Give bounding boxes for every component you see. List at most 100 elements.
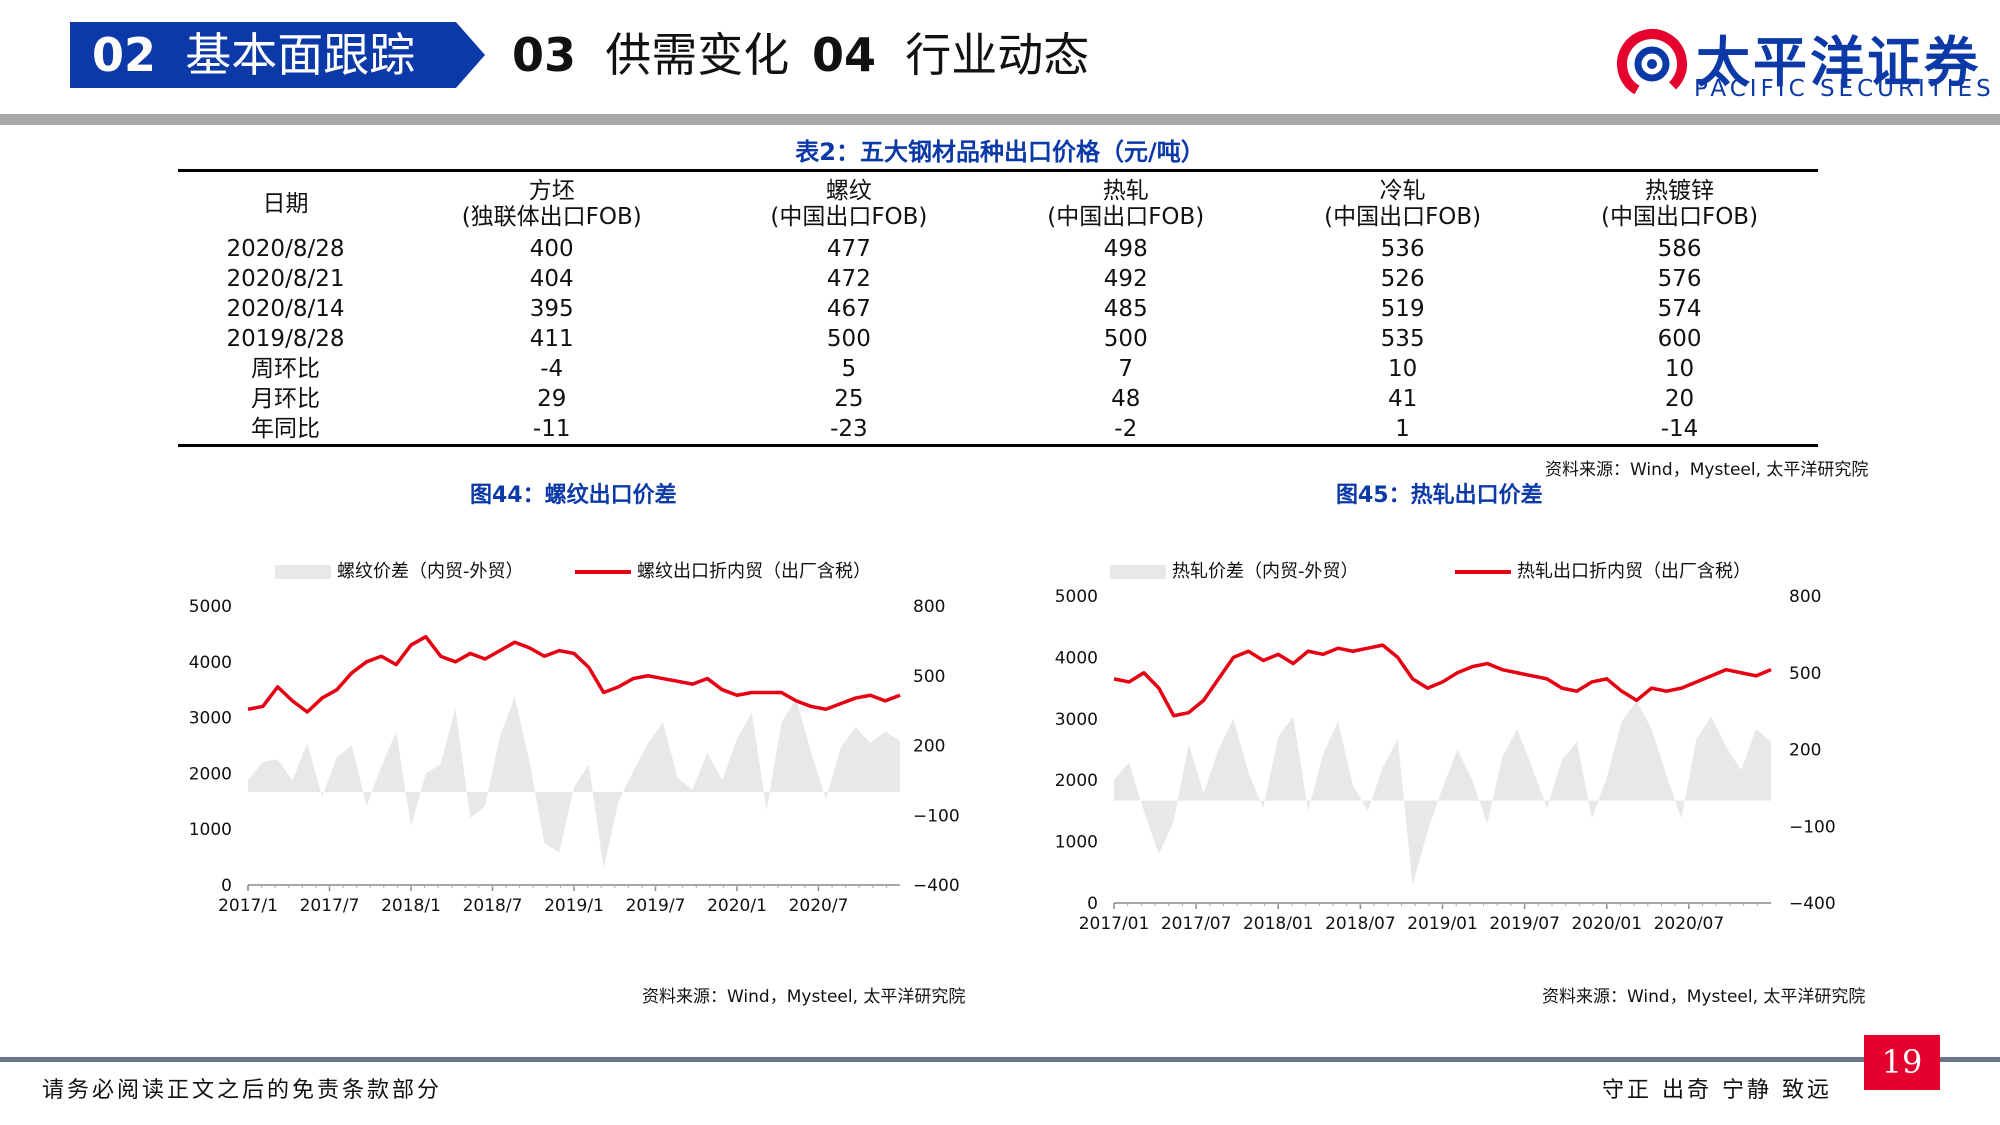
column-header: 日期: [262, 191, 309, 217]
table-cell: 526: [1380, 266, 1425, 292]
table-cell: 472: [826, 266, 871, 292]
x-axis-tick-label: 2018/01: [1243, 914, 1314, 930]
x-axis-tick-label: 2019/7: [626, 896, 686, 916]
chart-hot-rolled-title: 图45：热轧出口价差: [1336, 483, 1543, 508]
right-axis-tick-label: −100: [913, 806, 960, 826]
left-axis-tick-label: 0: [1087, 894, 1098, 914]
series-area-spread: [1114, 700, 1771, 886]
table-row: 2020/8/14 395 467 485 519 574: [178, 294, 1818, 324]
right-axis-tick-label: −400: [913, 876, 960, 896]
series-line-price: [1113, 643, 1772, 718]
x-axis-tick-label: 2017/7: [300, 896, 360, 916]
legend-label-spread: 热轧价差（内贸-外贸）: [1172, 561, 1359, 582]
nav-tab-active-background[interactable]: [70, 22, 485, 88]
table-cell: 10: [1664, 356, 1695, 382]
table-cell: 1: [1395, 416, 1410, 442]
legend-label-price: 螺纹出口折内贸（出厂含税）: [637, 561, 871, 582]
table-cell: 536: [1380, 236, 1425, 262]
table-row: 年同比 -11 -23 -2 1 -14: [178, 414, 1818, 446]
left-axis-tick-label: 1000: [1055, 833, 1098, 853]
table-cell: 492: [1103, 266, 1148, 292]
nav-tab-fundamentals[interactable]: 02 基本面跟踪: [92, 22, 415, 88]
table-cell: 400: [529, 236, 574, 262]
series-line-price: [247, 634, 901, 714]
nav-tab-supply-demand[interactable]: 03 供需变化: [512, 22, 789, 88]
x-axis-tick-label: 2019/01: [1407, 914, 1478, 930]
nav-tab-label: 行业动态: [905, 28, 1090, 82]
right-axis-tick-label: 200: [1789, 741, 1821, 761]
left-axis-tick-label: 2000: [189, 764, 232, 784]
right-axis-tick-label: −100: [1789, 817, 1836, 837]
x-axis-tick-label: 2018/1: [381, 896, 441, 916]
x-axis-tick-label: 2018/07: [1325, 914, 1396, 930]
table-cell: 586: [1657, 236, 1702, 262]
table-row: 2019/8/28 411 500 500 535 600: [178, 324, 1818, 354]
x-axis-tick-label: 2020/07: [1654, 914, 1725, 930]
x-axis-tick-label: 2020/1: [707, 896, 767, 916]
table-source-note: 资料来源：Wind，Mysteel, 太平洋研究院: [1545, 460, 1869, 480]
x-axis-tick-label: 2019/07: [1489, 914, 1560, 930]
x-axis-tick-label: 2017/07: [1161, 914, 1232, 930]
left-axis-tick-label: 3000: [189, 709, 232, 729]
left-axis-tick-label: 5000: [189, 597, 232, 617]
brand-name-cn: 太平洋证券: [1696, 31, 1981, 94]
table-cell: 519: [1380, 296, 1425, 322]
legend-label-price: 热轧出口折内贸（出厂含税）: [1517, 561, 1751, 582]
footer-divider: [0, 1057, 2000, 1062]
chart-rebar-source-note: 资料来源：Wind，Mysteel, 太平洋研究院: [642, 987, 966, 1007]
table-cell: -4: [540, 356, 564, 382]
table-cell: 2020/8/28: [226, 236, 345, 262]
table-cell: -23: [830, 416, 868, 442]
table-cell: 467: [826, 296, 871, 322]
column-header: 冷轧 (中国出口FOB): [1324, 178, 1482, 230]
table-cell: 月环比: [251, 386, 320, 412]
table-cell: 600: [1657, 326, 1702, 352]
series-area-spread: [248, 696, 900, 869]
legend-label-spread: 螺纹价差（内贸-外贸）: [337, 561, 524, 582]
nav-tab-label: 供需变化: [605, 28, 790, 82]
table-row: 2020/8/21 404 472 492 526 576: [178, 264, 1818, 294]
column-header: 螺纹 (中国出口FOB): [770, 178, 928, 230]
export-price-table: 日期 方坯 (独联体出口FOB) 螺纹 (中国出口FOB) 热轧 (中国出口FOB) …: [178, 169, 1818, 447]
brand-name-en: PACIFIC SECURITIES: [1694, 76, 1995, 102]
right-axis-tick-label: 500: [1789, 664, 1821, 684]
x-axis-tick-label: 2017/1: [218, 896, 278, 916]
column-header: 方坯 (独联体出口FOB): [461, 178, 642, 230]
table-cell: 411: [529, 326, 574, 352]
table-cell: 25: [834, 386, 864, 412]
nav-tab-label: 基本面跟踪: [185, 28, 416, 82]
chart-rebar-title: 图44：螺纹出口价差: [470, 483, 677, 508]
nav-tab-number: 04: [812, 28, 877, 82]
column-header: 热镀锌 (中国出口FOB): [1601, 178, 1759, 230]
table-cell: -11: [532, 416, 571, 442]
table-cell: 2020/8/21: [226, 266, 345, 292]
table-cell: 485: [1103, 296, 1148, 322]
table-cell: 500: [1103, 326, 1148, 352]
left-axis-tick-label: 0: [221, 876, 232, 896]
left-axis-tick-label: 5000: [1055, 587, 1098, 607]
table-cell: 2019/8/28: [226, 326, 345, 352]
table-cell: 10: [1387, 356, 1418, 382]
table-cell: 29: [537, 386, 567, 412]
right-axis-tick-label: 800: [1789, 587, 1821, 607]
right-axis-tick-label: 500: [913, 667, 945, 687]
left-axis-tick-label: 1000: [189, 820, 232, 840]
legend-swatch-spread: [1110, 565, 1166, 579]
table-cell: 535: [1380, 326, 1425, 352]
header-divider: [0, 114, 2000, 125]
nav-tab-industry-news[interactable]: 04 行业动态: [812, 22, 1089, 88]
table-cell: 404: [529, 266, 574, 292]
table-cell: -2: [1114, 416, 1138, 442]
chart-hot-rolled-export-spread: 热轧价差（内贸-外贸） 热轧出口折内贸（出厂含税） 2017/01 2017/07 20…: [1055, 561, 1836, 930]
chart-hot-rolled-source-note: 资料来源：Wind，Mysteel, 太平洋研究院: [1542, 987, 1866, 1007]
table-cell: 574: [1657, 296, 1702, 322]
x-axis-tick-label: 2017/01: [1079, 914, 1150, 930]
table-cell: 20: [1664, 386, 1695, 412]
table-cell: 576: [1657, 266, 1702, 292]
table-header-row: 日期 方坯 (独联体出口FOB) 螺纹 (中国出口FOB) 热轧 (中国出口FOB) …: [178, 170, 1818, 235]
page-number-badge: 19: [1864, 1035, 1940, 1090]
x-axis-tick-label: 2020/7: [789, 896, 849, 916]
table-cell: 2020/8/14: [226, 296, 345, 322]
table-row: 周环比 -4 5 7 10 10: [178, 354, 1818, 384]
x-axis-tick-label: 2018/7: [463, 896, 523, 916]
